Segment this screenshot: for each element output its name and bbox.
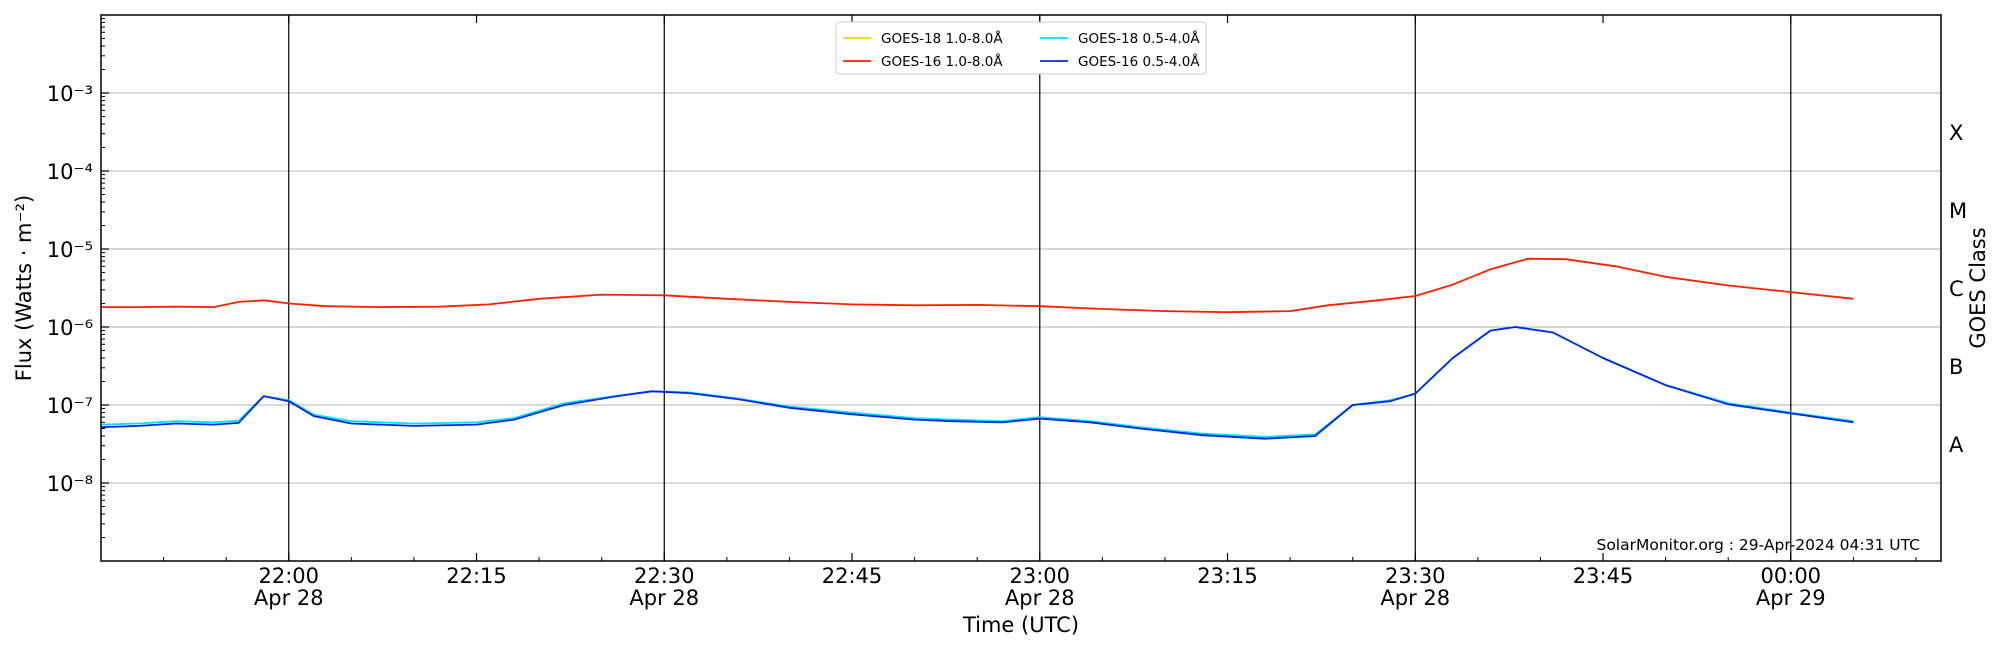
x-tick-date-label: Apr 28 bbox=[1380, 586, 1450, 610]
y-tick-label: 10⁻⁷ bbox=[47, 394, 93, 418]
x-tick-date-label: Apr 29 bbox=[1756, 586, 1826, 610]
y-tick-label: 10⁻⁸ bbox=[47, 472, 93, 496]
legend-label: GOES-18 0.5-4.0Å bbox=[1078, 30, 1200, 47]
series-line bbox=[101, 257, 1854, 314]
y-tick-label: 10⁻⁴ bbox=[47, 160, 93, 184]
goes-class-label: B bbox=[1949, 355, 1963, 379]
series-line bbox=[100, 326, 1854, 440]
x-tick-time-label: 23:00 bbox=[1010, 564, 1071, 588]
y-axis-title: Flux (Watts · m⁻²) bbox=[12, 195, 36, 381]
x-tick-date-label: Apr 28 bbox=[629, 586, 699, 610]
goes-class-label: C bbox=[1949, 277, 1964, 301]
credit-text: SolarMonitor.org : 29-Apr-2024 04:31 UTC bbox=[1596, 536, 1920, 554]
goes-class-label: M bbox=[1949, 199, 1967, 223]
legend-label: GOES-18 1.0-8.0Å bbox=[881, 30, 1003, 47]
goes-class-axis-title: GOES Class bbox=[1966, 227, 1990, 348]
plot-frame bbox=[100, 14, 1942, 562]
legend-box bbox=[835, 21, 1207, 75]
x-tick-time-label: 22:15 bbox=[446, 564, 507, 588]
y-tick-label: 10⁻⁵ bbox=[47, 238, 93, 262]
legend-label: GOES-16 1.0-8.0Å bbox=[881, 53, 1003, 70]
x-axis-title: Time (UTC) bbox=[962, 613, 1079, 637]
goes-class-label: X bbox=[1949, 121, 1963, 145]
x-tick-date-label: Apr 28 bbox=[1005, 586, 1075, 610]
x-tick-date-label: Apr 28 bbox=[254, 586, 324, 610]
x-tick-time-label: 00:00 bbox=[1761, 564, 1822, 588]
legend: GOES-18 1.0-8.0Å GOES-18 0.5-4.0Å GOES-16 … bbox=[835, 21, 1207, 75]
x-tick-time-label: 22:00 bbox=[258, 564, 319, 588]
x-tick-time-label: 22:30 bbox=[634, 564, 695, 588]
x-tick-time-label: 23:45 bbox=[1573, 564, 1634, 588]
y-tick-label: 10⁻⁶ bbox=[47, 316, 93, 340]
gridlines bbox=[101, 15, 1941, 561]
axis-ticks bbox=[100, 15, 1917, 561]
series-lines bbox=[100, 257, 1854, 440]
x-tick-time-label: 22:45 bbox=[822, 564, 883, 588]
legend-label: GOES-16 0.5-4.0Å bbox=[1078, 53, 1200, 70]
x-tick-time-label: 23:30 bbox=[1385, 564, 1446, 588]
goes-class-label: A bbox=[1949, 433, 1964, 457]
y-tick-label: 10⁻³ bbox=[47, 82, 93, 106]
x-tick-time-label: 23:15 bbox=[1197, 564, 1258, 588]
